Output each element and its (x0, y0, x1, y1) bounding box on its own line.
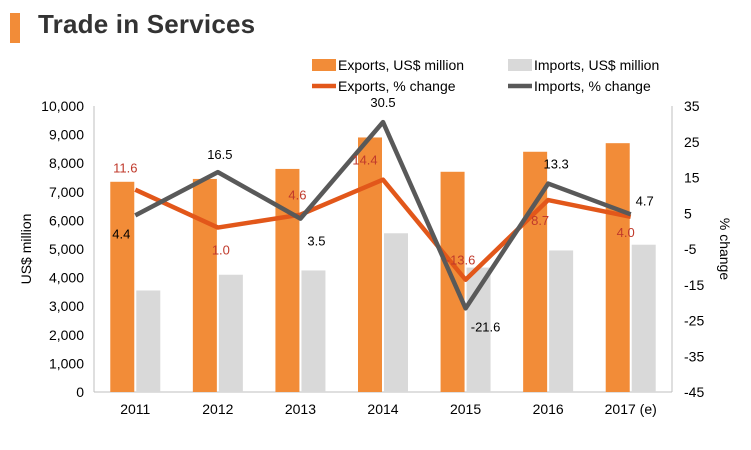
y-tick-label: 3,000 (49, 298, 84, 314)
imports-bar (631, 244, 656, 392)
exports-change-label: -13.6 (446, 253, 476, 268)
imports-bar (301, 270, 326, 392)
y2-tick-label: 15 (684, 170, 700, 186)
x-tick-label: 2015 (450, 401, 481, 417)
y-axis-title: US$ million (18, 214, 34, 285)
y2-axis-title: % change (717, 218, 733, 280)
y-tick-label: 2,000 (49, 327, 84, 343)
exports-bar (358, 137, 382, 392)
exports-change-label: 14.4 (352, 153, 377, 168)
exports-change-label: 1.0 (212, 243, 230, 258)
y-tick-label: 1,000 (49, 355, 84, 371)
imports-change-label: 4.7 (636, 193, 654, 208)
y-tick-label: 9,000 (49, 127, 84, 143)
y-tick-label: 4,000 (49, 270, 84, 286)
exports-change-label: 4.0 (617, 225, 635, 240)
legend-swatch (508, 59, 532, 71)
x-tick-label: 2013 (285, 401, 316, 417)
imports-bar (549, 250, 574, 392)
page-title: Trade in Services (38, 9, 256, 39)
y-tick-label: 0 (76, 384, 84, 400)
exports-bar (110, 181, 135, 392)
x-tick-label: 2011 (120, 401, 150, 417)
exports-bar (605, 143, 630, 392)
y2-tick-label: -15 (684, 277, 704, 293)
exports-change-label: 8.7 (531, 213, 549, 228)
imports-change-label: 30.5 (370, 95, 395, 110)
exports-change-label: 4.6 (288, 188, 306, 203)
y2-tick-label: -45 (684, 384, 704, 400)
legend-label: Exports, US$ million (338, 57, 464, 73)
x-tick-label: 2012 (202, 401, 233, 417)
y-tick-label: 10,000 (41, 98, 84, 114)
imports-change-label: 13.3 (543, 157, 568, 172)
x-tick-label: 2016 (533, 401, 564, 417)
y-tick-label: 5,000 (49, 241, 84, 257)
legend-label: Imports, US$ million (534, 57, 659, 73)
legend-swatch (312, 59, 336, 71)
title-accent-bar (10, 13, 20, 43)
imports-bar (218, 274, 243, 392)
exports-change-line (134, 177, 632, 282)
imports-change-line (134, 119, 632, 311)
legend-label: Exports, % change (338, 78, 456, 94)
imports-bar (384, 233, 408, 392)
imports-change-label: 3.5 (307, 234, 325, 249)
imports-change-label: 16.5 (207, 147, 232, 162)
x-tick-label: 2017 (e) (605, 401, 657, 417)
y2-tick-label: -35 (684, 348, 704, 364)
y2-tick-label: -25 (684, 313, 704, 329)
exports-change-label: 11.6 (113, 161, 137, 176)
y2-tick-label: 5 (684, 205, 692, 221)
y2-tick-label: -5 (684, 241, 697, 257)
y2-tick-label: 25 (684, 134, 700, 150)
imports-change-label: 4.4 (112, 226, 130, 241)
y-tick-label: 6,000 (49, 212, 84, 228)
y-tick-label: 8,000 (49, 155, 84, 171)
legend-label: Imports, % change (534, 78, 651, 94)
exports-bar (192, 178, 217, 392)
imports-change-label: -21.6 (471, 319, 501, 334)
x-tick-label: 2014 (367, 401, 398, 417)
y2-tick-label: 35 (684, 98, 700, 114)
imports-bar (136, 290, 161, 392)
y-tick-label: 7,000 (49, 184, 84, 200)
